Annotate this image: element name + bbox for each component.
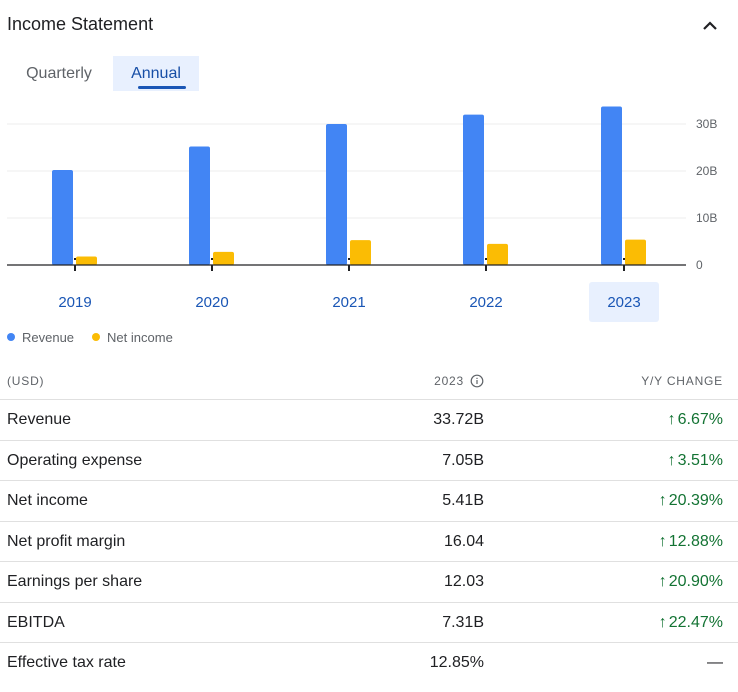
income-chart: 0 10B 20B 30B 2019 2020 2021 2022 2023 (0, 100, 738, 330)
table-row: Earnings per share 12.03 ↑ 20.90% (0, 562, 738, 603)
bar-revenue-2020[interactable] (189, 146, 210, 265)
tab-selected-indicator (138, 86, 186, 89)
bar-revenue-2021[interactable] (326, 124, 347, 265)
legend-revenue: Revenue (7, 330, 74, 345)
row-value: 12.85% (429, 654, 484, 671)
selected-year-highlight (589, 282, 659, 322)
row-label: EBITDA (7, 613, 65, 631)
row-value: 7.31B (442, 613, 484, 631)
bar-revenue-2022[interactable] (463, 114, 484, 265)
bar-net-income-2023[interactable] (625, 239, 646, 265)
row-change-value: — (707, 654, 723, 671)
y-tick-label: 0 (696, 258, 703, 272)
arrow-up-icon: ↑ (667, 451, 676, 469)
header-yy-change: Y/Y CHANGE (641, 374, 723, 388)
y-tick-label: 10B (696, 211, 717, 225)
tab-quarterly[interactable]: Quarterly (26, 65, 92, 82)
row-change-value: 20.90% (668, 573, 723, 590)
arrow-up-icon: ↑ (658, 613, 667, 631)
card-title: Income Statement (7, 14, 154, 34)
info-icon[interactable] (470, 374, 484, 388)
row-change: ↑ 12.88% (560, 533, 723, 551)
row-value: 7.05B (442, 451, 484, 469)
row-change-value: 12.88% (668, 532, 723, 550)
row-label: Revenue (7, 411, 72, 428)
row-change-value: 20.39% (668, 492, 723, 509)
bar-net-income-2022[interactable] (487, 243, 508, 265)
table-header: (USD) 2023 Y/Y CHANGE (0, 360, 738, 400)
bar-net-income-2019[interactable] (76, 256, 97, 265)
table-row: Net income 5.41B ↑ 20.39% (0, 481, 738, 522)
row-label: Net profit margin (7, 532, 126, 550)
row-change-value: 6.67% (677, 411, 723, 428)
row-change: ↑ 20.90% (560, 573, 723, 591)
table-row: Operating expense 7.05B ↑ 3.51% (0, 441, 738, 481)
arrow-up-icon: ↑ (658, 532, 667, 550)
header-year: 2023 (384, 374, 484, 388)
bar-net-income-2021[interactable] (350, 240, 371, 265)
legend-net-income: Net income (92, 330, 173, 345)
x-tick-label-2022[interactable]: 2022 (469, 294, 502, 311)
chevron-up-icon[interactable] (698, 14, 722, 38)
y-tick-label: 20B (696, 164, 717, 178)
legend-net-income-label: Net income (107, 329, 173, 345)
bar-net-income-2020[interactable] (213, 251, 234, 265)
row-label: Net income (7, 492, 88, 509)
x-tick-label-2019[interactable]: 2019 (58, 294, 91, 311)
row-change-value: 22.47% (668, 613, 723, 631)
bar-revenue-2019[interactable] (52, 170, 73, 265)
row-change: — (560, 654, 723, 672)
income-chart-svg: 0 10B 20B 30B 2019 2020 2021 2022 2023 (7, 106, 717, 322)
row-value: 33.72B (433, 411, 484, 428)
table-row: Revenue 33.72B ↑ 6.67% (0, 400, 738, 441)
x-tick-label-2023[interactable]: 2023 (607, 294, 640, 311)
row-change: ↑ 22.47% (560, 614, 723, 632)
arrow-up-icon: ↑ (658, 492, 667, 509)
legend-net-income-dot (92, 333, 101, 341)
header-currency: (USD) (7, 374, 45, 388)
arrow-up-icon: ↑ (667, 411, 676, 428)
table-row: Net profit margin 16.04 ↑ 12.88% (0, 522, 738, 562)
bar-revenue-2023[interactable] (601, 106, 622, 266)
card-header: Income Statement (0, 0, 738, 50)
row-label: Effective tax rate (7, 654, 126, 671)
tab-annual[interactable]: Annual (113, 56, 199, 91)
row-value: 12.03 (443, 573, 484, 590)
row-change: ↑ 20.39% (560, 492, 723, 510)
legend-revenue-dot (7, 333, 15, 341)
row-change: ↑ 3.51% (560, 452, 723, 470)
tab-annual-label: Annual (131, 65, 181, 82)
income-table: (USD) 2023 Y/Y CHANGE Revenue 33.72B ↑ 6.67… (0, 360, 738, 684)
table-row: Effective tax rate 12.85% — (0, 643, 738, 684)
row-label: Earnings per share (7, 573, 143, 590)
chart-legend: Revenue Net income (7, 329, 191, 345)
arrow-up-icon: ↑ (658, 573, 667, 590)
row-label: Operating expense (7, 451, 143, 469)
table-row: EBITDA 7.31B ↑ 22.47% (0, 603, 738, 643)
x-tick-label-2021[interactable]: 2021 (332, 294, 365, 311)
row-change: ↑ 6.67% (560, 411, 723, 429)
legend-revenue-label: Revenue (22, 329, 75, 345)
row-value: 5.41B (442, 492, 484, 509)
y-tick-label: 30B (696, 117, 717, 131)
row-value: 16.04 (443, 532, 484, 550)
row-change-value: 3.51% (677, 451, 723, 469)
x-tick-label-2020[interactable]: 2020 (195, 294, 228, 311)
header-year-label: 2023 (434, 374, 464, 388)
